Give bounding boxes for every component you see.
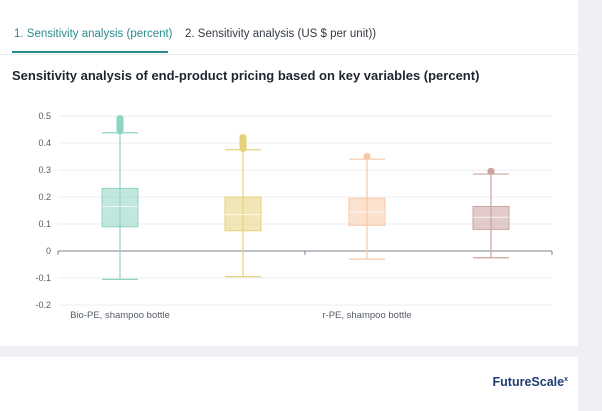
footer: FutureScalex xyxy=(0,357,578,411)
iqr-box xyxy=(224,196,262,232)
outlier-point xyxy=(239,134,247,142)
tab-sensitivity-percent[interactable]: 1. Sensitivity analysis (percent) xyxy=(14,28,173,40)
chart-card: 1. Sensitivity analysis (percent) 2. Sen… xyxy=(0,0,578,346)
y-tick-label: 0.3 xyxy=(38,165,51,175)
x-category-label: r-PE, shampoo bottle xyxy=(322,310,411,321)
iqr-box xyxy=(472,205,510,230)
y-tick-label: 0 xyxy=(46,246,51,256)
y-tick-label: -0.2 xyxy=(35,300,51,310)
brand-name: FutureScale xyxy=(492,375,565,389)
active-tab-indicator xyxy=(12,51,168,53)
outlier-point xyxy=(487,167,495,175)
chart-title: Sensitivity analysis of end-product pric… xyxy=(12,68,480,83)
tab-sensitivity-usd-per-unit[interactable]: 2. Sensitivity analysis (US $ per unit)) xyxy=(185,28,377,40)
box-plot-chart: 0.5 0.4 0.3 0.2 0.1 0 -0.1 -0.2 Bio-PE, shampoo … xyxy=(35,111,553,321)
y-tick-label: 0.2 xyxy=(38,192,51,202)
outlier-point xyxy=(116,115,124,123)
y-tick-label: 0.5 xyxy=(38,111,51,121)
y-tick-label: 0.4 xyxy=(38,138,51,148)
iqr-box xyxy=(101,187,139,228)
brand-mark: x xyxy=(564,375,568,383)
y-tick-label: 0.1 xyxy=(38,219,51,229)
x-category-label: Bio-PE, shampoo bottle xyxy=(70,310,170,321)
brand-logo: FutureScalex xyxy=(493,375,568,389)
y-tick-label: -0.1 xyxy=(35,273,51,283)
tab-bar: 1. Sensitivity analysis (percent) 2. Sen… xyxy=(0,18,578,55)
outlier-point xyxy=(363,152,371,161)
